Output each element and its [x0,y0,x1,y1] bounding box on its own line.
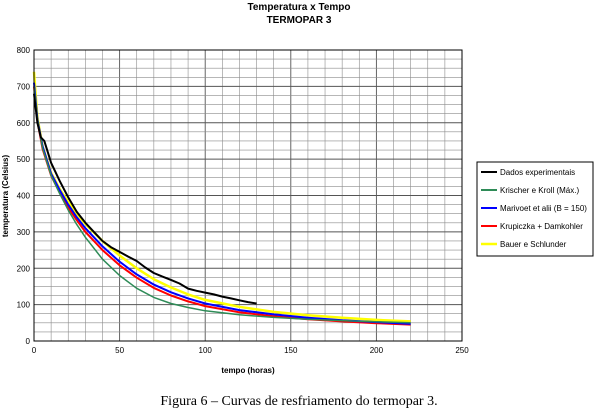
legend-label: Krupiczka + Damkohler [500,222,583,231]
y-tick-label: 600 [17,119,31,128]
y-tick-label: 0 [26,337,31,346]
y-tick-label: 500 [17,155,31,164]
y-tick-label: 200 [17,264,31,273]
y-axis-label: temperatura (Celsius) [1,155,10,238]
chart: Temperatura x Tempo TERMOPAR 3 0 50 100 150… [1,2,594,375]
legend-label: Krischer e Kroll (Máx.) [500,186,579,195]
chart-title: Temperatura x Tempo [248,2,351,13]
plot-frame [33,49,463,342]
y-tick-label: 800 [17,46,31,55]
tick-labels: 0 50 100 150 200 250 0 100 200 300 400 500 600 700 800 [17,46,470,355]
grid [34,50,462,341]
x-tick-label: 0 [32,346,37,355]
x-axis-label: tempo (horas) [221,366,275,375]
legend: Dados experimentais Krischer e Kroll (Máx… [476,161,594,257]
legend-label: Bauer e Schlunder [500,240,567,249]
x-tick-label: 250 [455,346,469,355]
series-line-3 [33,82,411,325]
series-line-1 [33,93,257,305]
legend-label: Dados experimentais [500,168,575,177]
x-tick-label: 150 [284,346,298,355]
figure-caption: Figura 6 – Curvas de resfriamento do ter… [160,394,438,409]
y-tick-label: 300 [17,228,31,237]
series-layer [32,71,411,326]
x-tick-label: 100 [199,346,213,355]
chart-subtitle: TERMOPAR 3 [267,15,332,26]
y-tick-label: 100 [17,301,31,310]
legend-label: Marivoet et alii (B = 150) [500,204,587,213]
x-tick-label: 200 [370,346,384,355]
y-tick-label: 700 [17,82,31,91]
series-line-2 [33,86,411,324]
x-tick-label: 50 [115,346,124,355]
y-tick-label: 400 [17,192,31,201]
